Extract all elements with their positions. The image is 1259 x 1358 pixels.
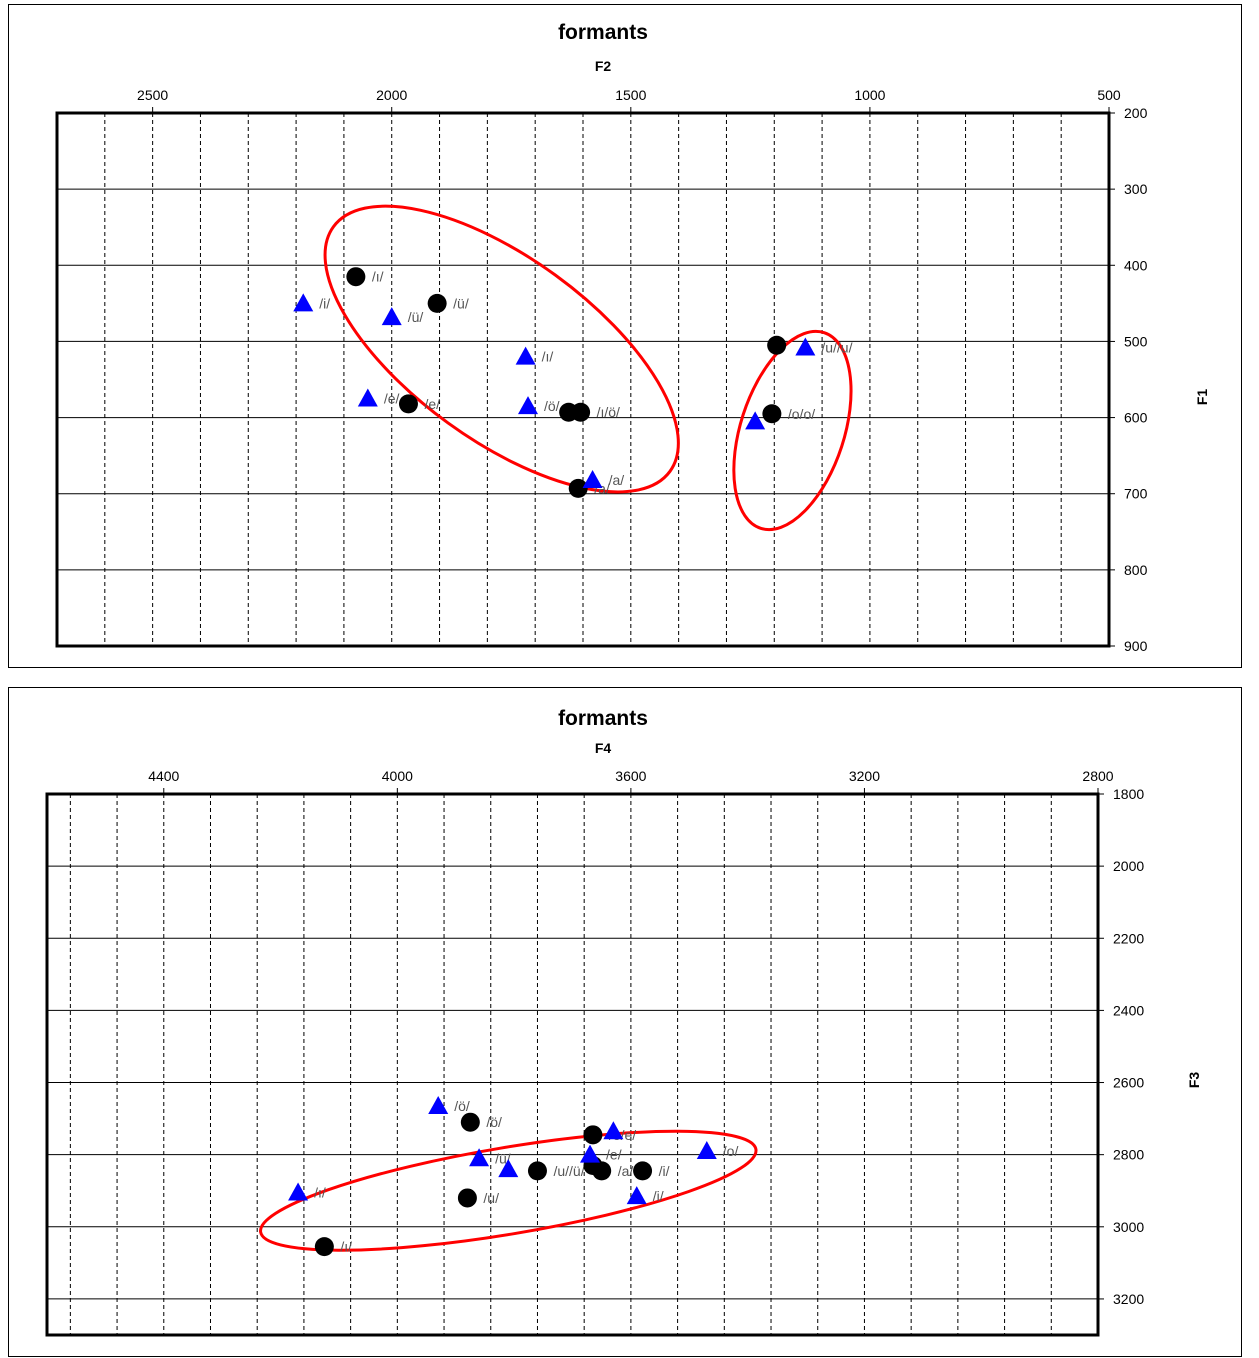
x-tick-label: 1000 xyxy=(854,87,885,103)
y-tick-label: 300 xyxy=(1124,181,1148,197)
data-point-circle xyxy=(571,402,591,422)
x-axis-label: F2 xyxy=(595,58,612,74)
data-point-label: /e/ xyxy=(424,396,440,412)
x-tick-label: 1500 xyxy=(615,87,646,103)
data-point-triangle xyxy=(498,1159,519,1178)
data-point-circle xyxy=(398,394,418,414)
cluster-ellipse xyxy=(259,1129,758,1252)
data-point-label: /ö/ xyxy=(486,1114,502,1130)
x-tick-label: 4400 xyxy=(148,768,179,784)
y-tick-label: 1800 xyxy=(1113,786,1144,802)
data-point-circle xyxy=(346,267,366,287)
cluster-ellipse xyxy=(732,329,853,532)
data-point-label: /e/ xyxy=(606,1147,622,1163)
data-point-triangle xyxy=(582,470,603,489)
y-tick-label: 2000 xyxy=(1113,858,1144,874)
data-point-label: /ü/ xyxy=(408,309,424,325)
y-tick-label: 900 xyxy=(1124,638,1148,654)
x-axis-label: F4 xyxy=(595,740,612,756)
data-point-circle xyxy=(527,1161,547,1181)
data-point-triangle xyxy=(381,307,402,326)
data-point-triangle xyxy=(626,1186,647,1205)
chart-panel-f1-f2: formants F2 F1 2500 2000 1500 1000 500 200 300 400… xyxy=(8,4,1242,668)
data-point-triangle xyxy=(288,1182,309,1201)
data-point-triangle xyxy=(745,411,766,430)
data-point-label: /a/ xyxy=(609,472,625,488)
data-point-label: /ö/ xyxy=(454,1098,470,1114)
chart-title: formants xyxy=(558,21,648,44)
x-tick-label: 3200 xyxy=(849,768,880,784)
x-tick-label: 2500 xyxy=(137,87,168,103)
y-tick-label: 500 xyxy=(1124,333,1148,349)
y-axis-label: F1 xyxy=(1194,389,1210,406)
data-point-label: /i/ xyxy=(319,295,330,311)
y-axis-label: F3 xyxy=(1186,1072,1202,1089)
chart-panel-f3-f4: formants F4 F3 4400 4000 3600 3200 2800 1800 2000… xyxy=(8,687,1242,1357)
y-tick-label: 200 xyxy=(1124,105,1148,121)
x-tick-label: 4000 xyxy=(382,768,413,784)
data-point-label: /a/ xyxy=(618,1163,634,1179)
data-point-triangle xyxy=(518,396,539,415)
data-point-label: /o/ xyxy=(723,1143,739,1159)
x-tick-label: 2000 xyxy=(376,87,407,103)
y-tick-label: 600 xyxy=(1124,410,1148,426)
y-tick-label: 2600 xyxy=(1113,1075,1144,1091)
data-point-label: /ı/ xyxy=(340,1239,352,1255)
data-point-circle xyxy=(767,335,787,355)
data-point-circle xyxy=(568,478,588,498)
x-tick-label: 500 xyxy=(1097,87,1121,103)
plot-frame xyxy=(45,792,1100,1337)
data-point-label: /ı/ xyxy=(372,269,384,285)
data-point-triangle xyxy=(469,1148,490,1167)
data-point-label: /ü/ xyxy=(453,295,469,311)
data-point-triangle xyxy=(293,293,314,312)
data-point-triangle xyxy=(428,1095,449,1114)
data-point-label: /ı/ xyxy=(314,1185,326,1201)
data-point-circle xyxy=(762,404,782,424)
data-point-label: /e/ xyxy=(384,391,400,407)
data-point-label: /i/ xyxy=(653,1188,664,1204)
y-tick-label: 2400 xyxy=(1113,1002,1144,1018)
data-point-triangle xyxy=(580,1144,601,1163)
data-point-label: /o/o/ xyxy=(788,406,815,422)
data-point-circle xyxy=(633,1161,653,1181)
y-tick-label: 2800 xyxy=(1113,1147,1144,1163)
data-point-triangle xyxy=(795,337,816,356)
data-point-circle xyxy=(427,293,447,313)
data-point-circle xyxy=(314,1237,334,1257)
data-point-label: /ı/ö/ xyxy=(597,404,620,420)
data-point-circle xyxy=(457,1188,477,1208)
data-point-circle xyxy=(460,1112,480,1132)
y-tick-label: 2200 xyxy=(1113,930,1144,946)
x-tick-label: 2800 xyxy=(1082,768,1113,784)
data-point-circle xyxy=(592,1161,612,1181)
y-tick-label: 3200 xyxy=(1113,1291,1144,1307)
data-point-triangle xyxy=(357,388,378,407)
data-point-circle xyxy=(583,1125,603,1145)
y-tick-label: 800 xyxy=(1124,562,1148,578)
plot-frame xyxy=(55,111,1111,648)
data-point-label: /ı/ xyxy=(542,349,554,365)
data-point-label: /u/ xyxy=(483,1190,499,1206)
data-point-label: /u//ü/ xyxy=(553,1163,584,1179)
data-point-triangle xyxy=(603,1121,624,1140)
y-tick-label: 400 xyxy=(1124,257,1148,273)
data-point-label: /i/ xyxy=(659,1163,670,1179)
y-tick-label: 700 xyxy=(1124,486,1148,502)
x-tick-label: 3600 xyxy=(615,768,646,784)
cluster-ellipse xyxy=(323,204,680,494)
data-point-triangle xyxy=(696,1141,717,1160)
data-point-label: /u//u/ xyxy=(821,340,852,356)
y-tick-label: 3000 xyxy=(1113,1219,1144,1235)
chart-title: formants xyxy=(558,707,648,730)
data-point-triangle xyxy=(515,346,536,365)
data-point-label: /ö/ xyxy=(544,398,560,414)
